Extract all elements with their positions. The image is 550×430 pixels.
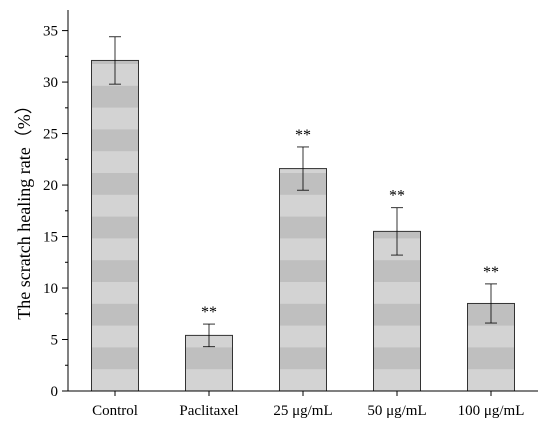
x-tick-label-3: 50 μg/mL — [367, 403, 426, 419]
y-tick-label-4: 20 — [43, 178, 58, 194]
y-tick-label-7: 35 — [43, 24, 58, 40]
x-tick-label-0: Control — [92, 403, 138, 419]
significance-group: ** ** ** ** — [201, 127, 499, 321]
significance-label-2: ** — [295, 127, 311, 144]
significance-label-3: ** — [389, 188, 405, 205]
y-axis-title: The scratch healing rate（%） — [14, 96, 34, 319]
y-tick-label-6: 30 — [43, 75, 58, 91]
bars-group — [91, 59, 515, 392]
y-tick-label-2: 10 — [43, 281, 58, 297]
y-tick-label-0: 0 — [51, 384, 59, 400]
bar-3 — [373, 230, 421, 392]
x-tick-label-1: Paclitaxel — [179, 403, 238, 419]
y-tick-label-5: 25 — [43, 127, 58, 143]
y-tick-label-1: 5 — [51, 333, 59, 349]
y-tick-label-3: 15 — [43, 230, 58, 246]
axes-group: Control Paclitaxel 25 μg/mL 50 μg/mL 100 μg/… — [43, 10, 538, 419]
x-tick-label-2: 25 μg/mL — [273, 403, 332, 419]
significance-label-4: ** — [483, 264, 499, 281]
bar-0 — [91, 59, 139, 392]
error-bars-group — [109, 36, 497, 348]
x-tick-label-4: 100 μg/mL — [458, 403, 525, 419]
significance-label-1: ** — [201, 304, 217, 321]
bar-2 — [279, 168, 327, 392]
